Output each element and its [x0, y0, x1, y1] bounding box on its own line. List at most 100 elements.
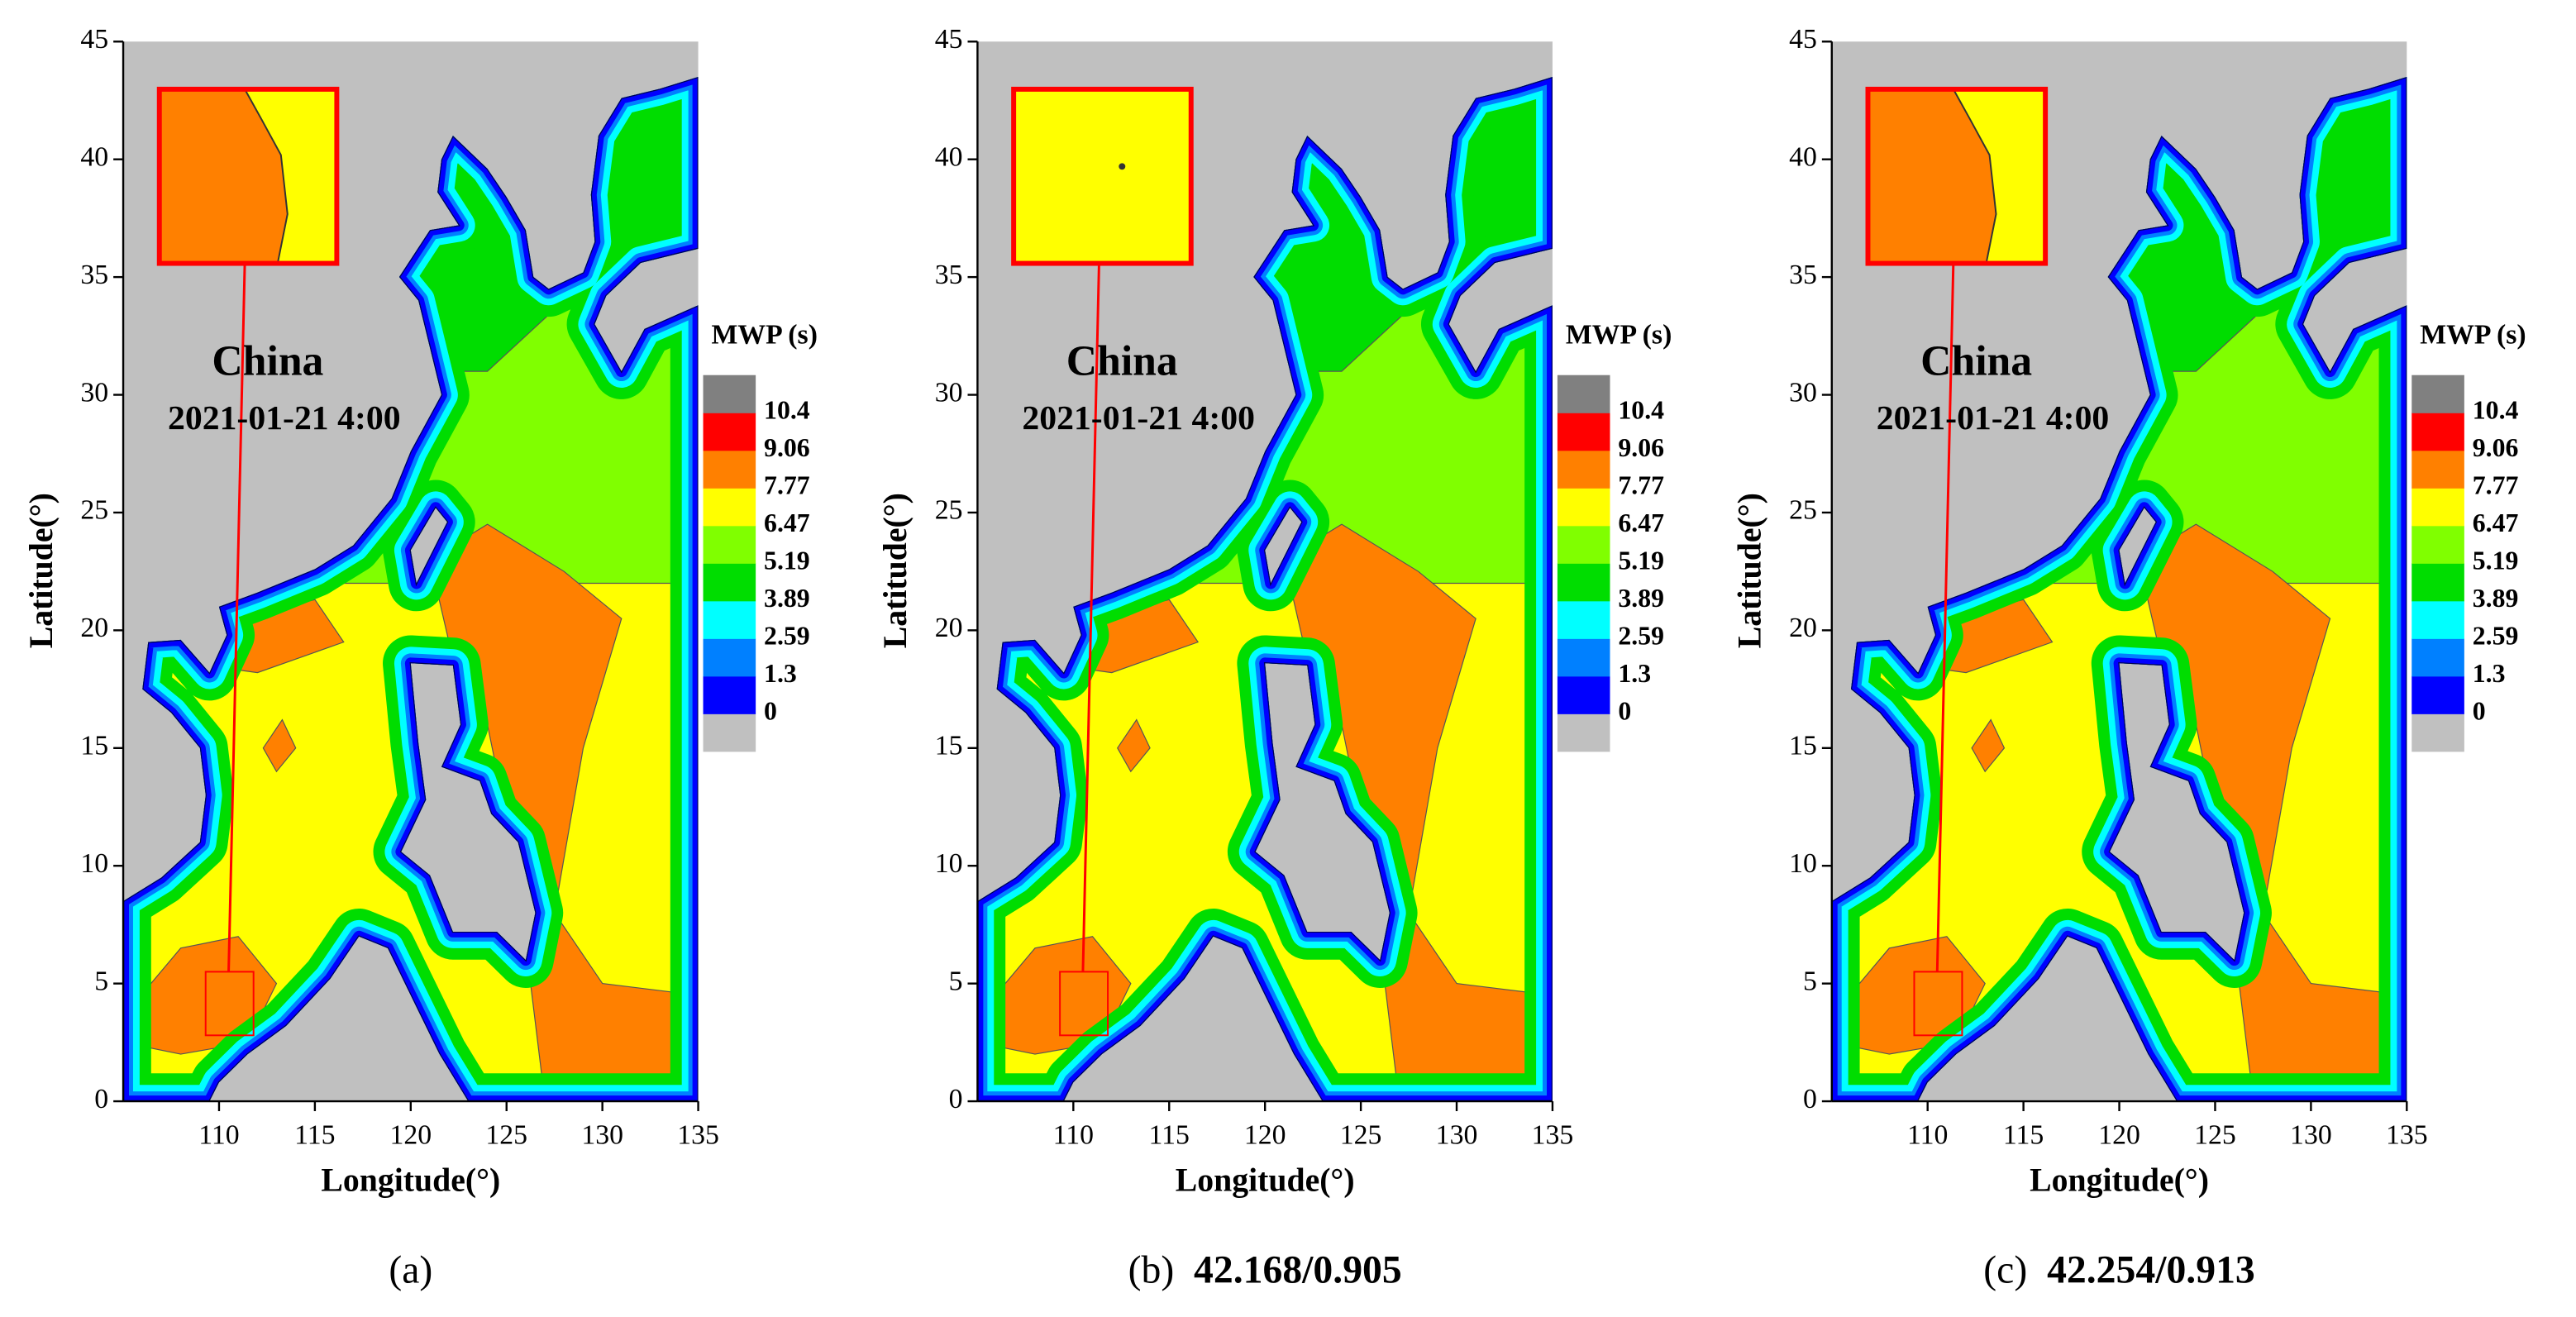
y-tick-label: 10 — [1789, 848, 1817, 879]
y-tick-label: 35 — [935, 260, 963, 290]
colorbar-label: 0 — [764, 697, 777, 726]
y-tick-label: 20 — [1789, 613, 1817, 643]
x-tick-label: 130 — [2290, 1120, 2332, 1151]
x-tick-label: 135 — [677, 1120, 719, 1151]
colorbar-label: 1.3 — [1618, 659, 1651, 688]
y-tick-label: 10 — [80, 848, 108, 879]
colorbar-swatch — [703, 413, 756, 451]
y-tick-label: 40 — [1789, 141, 1817, 172]
y-tick-label: 15 — [1789, 731, 1817, 761]
colorbar-swatch — [2411, 450, 2464, 489]
colorbar-label: 10.4 — [764, 396, 810, 425]
annotation: China — [1066, 338, 1178, 385]
colorbar-label: 6.47 — [764, 508, 810, 537]
x-tick-label: 125 — [485, 1120, 527, 1151]
inset — [1865, 86, 2049, 1037]
x-tick-label: 125 — [1340, 1120, 1382, 1151]
x-tick-label: 125 — [2194, 1120, 2236, 1151]
contour-region — [1971, 718, 2006, 773]
y-tick-label: 15 — [935, 731, 963, 761]
annotation: China — [1920, 338, 2032, 385]
colorbar-swatch — [2411, 525, 2464, 564]
colorbar-label: 9.06 — [2473, 433, 2519, 462]
colorbar-swatch — [2411, 600, 2464, 639]
colorbar-swatch — [703, 638, 756, 677]
contour-region — [429, 523, 699, 1102]
caption-label: (c) — [1983, 1249, 2027, 1292]
colorbar-label: 2.59 — [1618, 622, 1664, 651]
x-axis-label: Longitude(°) — [321, 1162, 500, 1199]
colorbar-swatch — [703, 713, 756, 752]
colorbar-label: 3.89 — [1618, 584, 1664, 613]
x-tick-label: 135 — [1532, 1120, 1574, 1151]
y-tick-label: 15 — [80, 731, 108, 761]
colorbar-swatch — [1557, 375, 1610, 413]
timestamp: 2021-01-21 4:00 — [1877, 399, 2110, 437]
y-tick-label: 20 — [80, 613, 108, 643]
colorbar-label: 6.47 — [2473, 508, 2519, 537]
colorbar-swatch — [1557, 675, 1610, 714]
x-tick-label: 115 — [1149, 1120, 1190, 1151]
timestamp: 2021-01-21 4:00 — [168, 399, 401, 437]
inset-leader — [1081, 263, 1100, 972]
y-tick-label: 30 — [935, 377, 963, 408]
caption-metrics: 42.254/0.913 — [2047, 1249, 2255, 1292]
caption-gap — [1174, 1249, 1194, 1292]
contour-region — [1283, 523, 1553, 1102]
y-tick-label: 5 — [949, 966, 963, 996]
contour-map — [123, 41, 699, 1102]
timestamp: 2021-01-21 4:00 — [1022, 399, 1255, 437]
y-tick-label: 40 — [935, 141, 963, 172]
colorbar-swatch — [1557, 600, 1610, 639]
colorbar-label: 1.3 — [2473, 659, 2506, 688]
inset-dot — [1119, 163, 1126, 170]
colorbar-label: 9.06 — [764, 433, 810, 462]
colorbar-swatch — [2411, 638, 2464, 677]
x-tick-label: 110 — [198, 1120, 239, 1151]
y-tick-label: 35 — [80, 260, 108, 290]
y-tick-label: 0 — [94, 1084, 108, 1114]
x-tick-label: 120 — [1244, 1120, 1286, 1151]
inset-frame — [1865, 86, 2049, 266]
y-tick-label: 45 — [935, 24, 963, 55]
x-tick-label: 120 — [2098, 1120, 2140, 1151]
colorbar-title: MWP (s) — [2420, 320, 2526, 351]
y-axis-label: Latitude(°) — [23, 493, 60, 648]
coastline — [977, 77, 1553, 1102]
colorbar-label: 5.19 — [2473, 546, 2519, 575]
colorbar-swatch — [2411, 413, 2464, 451]
x-tick-label: 110 — [1053, 1120, 1094, 1151]
x-tick-label: 120 — [389, 1120, 432, 1151]
colorbar-label: 3.89 — [764, 584, 810, 613]
colorbar-swatch — [703, 488, 756, 527]
y-tick-label: 0 — [1803, 1084, 1817, 1114]
colorbar-label: 0 — [1618, 697, 1631, 726]
caption-label: (a) — [389, 1249, 432, 1292]
colorbar-label: 1.3 — [764, 659, 797, 688]
contour-region — [262, 718, 297, 773]
inset-frame — [1011, 86, 1194, 266]
colorbar-swatch — [1557, 713, 1610, 752]
y-tick-label: 40 — [80, 141, 108, 172]
inset-leader — [227, 263, 246, 972]
colorbar-swatch — [2411, 375, 2464, 413]
y-tick-label: 0 — [949, 1084, 963, 1114]
colorbar-swatch — [703, 600, 756, 639]
zoom-box — [204, 971, 255, 1037]
inset — [156, 86, 340, 1037]
colorbar-swatch — [1557, 638, 1610, 677]
colorbar-swatch — [703, 675, 756, 714]
x-tick-label: 115 — [294, 1120, 335, 1151]
y-tick-label: 25 — [935, 495, 963, 526]
y-tick-label: 25 — [1789, 495, 1817, 526]
colorbar-label: 5.19 — [764, 546, 810, 575]
colorbar-swatch — [703, 525, 756, 564]
colorbar-label: 7.77 — [2473, 471, 2519, 500]
colorbar-swatch — [703, 375, 756, 413]
colorbar-swatch — [703, 563, 756, 602]
contour-region — [2138, 523, 2407, 1102]
caption-metrics: 42.168/0.905 — [1194, 1249, 1402, 1292]
y-tick-label: 35 — [1789, 260, 1817, 290]
colorbar-label: 10.4 — [1618, 396, 1664, 425]
